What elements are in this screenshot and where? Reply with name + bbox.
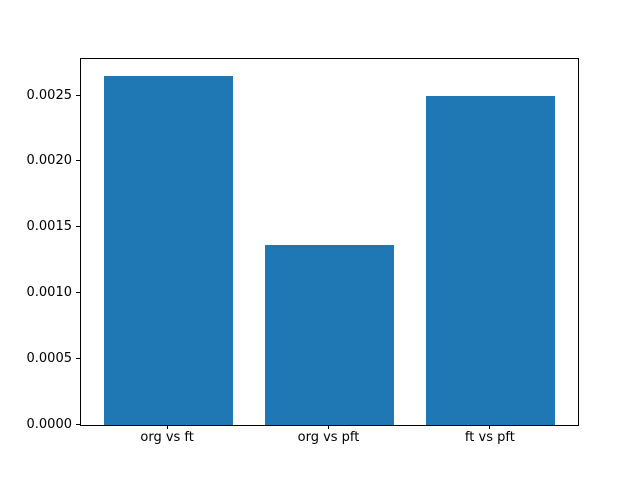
x-tick-label-org-vs-pft: org vs pft [297, 430, 360, 445]
y-tick-mark [76, 357, 80, 359]
y-tick-mark [76, 226, 80, 228]
x-tick-mark [328, 425, 329, 429]
plot-area [80, 58, 579, 426]
y-tick-label: 0.0015 [26, 219, 73, 235]
bar-org-vs-ft [103, 76, 233, 425]
y-tick-label: 0.0010 [26, 284, 73, 300]
y-tick-label: 0.0000 [26, 416, 73, 432]
bar-ft-vs-pft [426, 96, 556, 425]
x-tick-label-org-vs-ft: org vs ft [140, 430, 194, 445]
x-tick-label-ft-vs-pft: ft vs pft [464, 430, 515, 445]
y-tick-mark [76, 423, 80, 425]
y-tick-mark [76, 160, 80, 162]
x-tick-mark [166, 425, 168, 429]
y-tick-label: 0.0025 [26, 87, 73, 103]
bar-org-vs-pft [264, 245, 395, 425]
y-tick-mark [76, 94, 80, 96]
y-tick-label: 0.0020 [26, 153, 73, 169]
y-tick-mark [76, 291, 80, 293]
y-tick-label: 0.0005 [26, 350, 73, 366]
x-tick-mark [489, 425, 491, 429]
